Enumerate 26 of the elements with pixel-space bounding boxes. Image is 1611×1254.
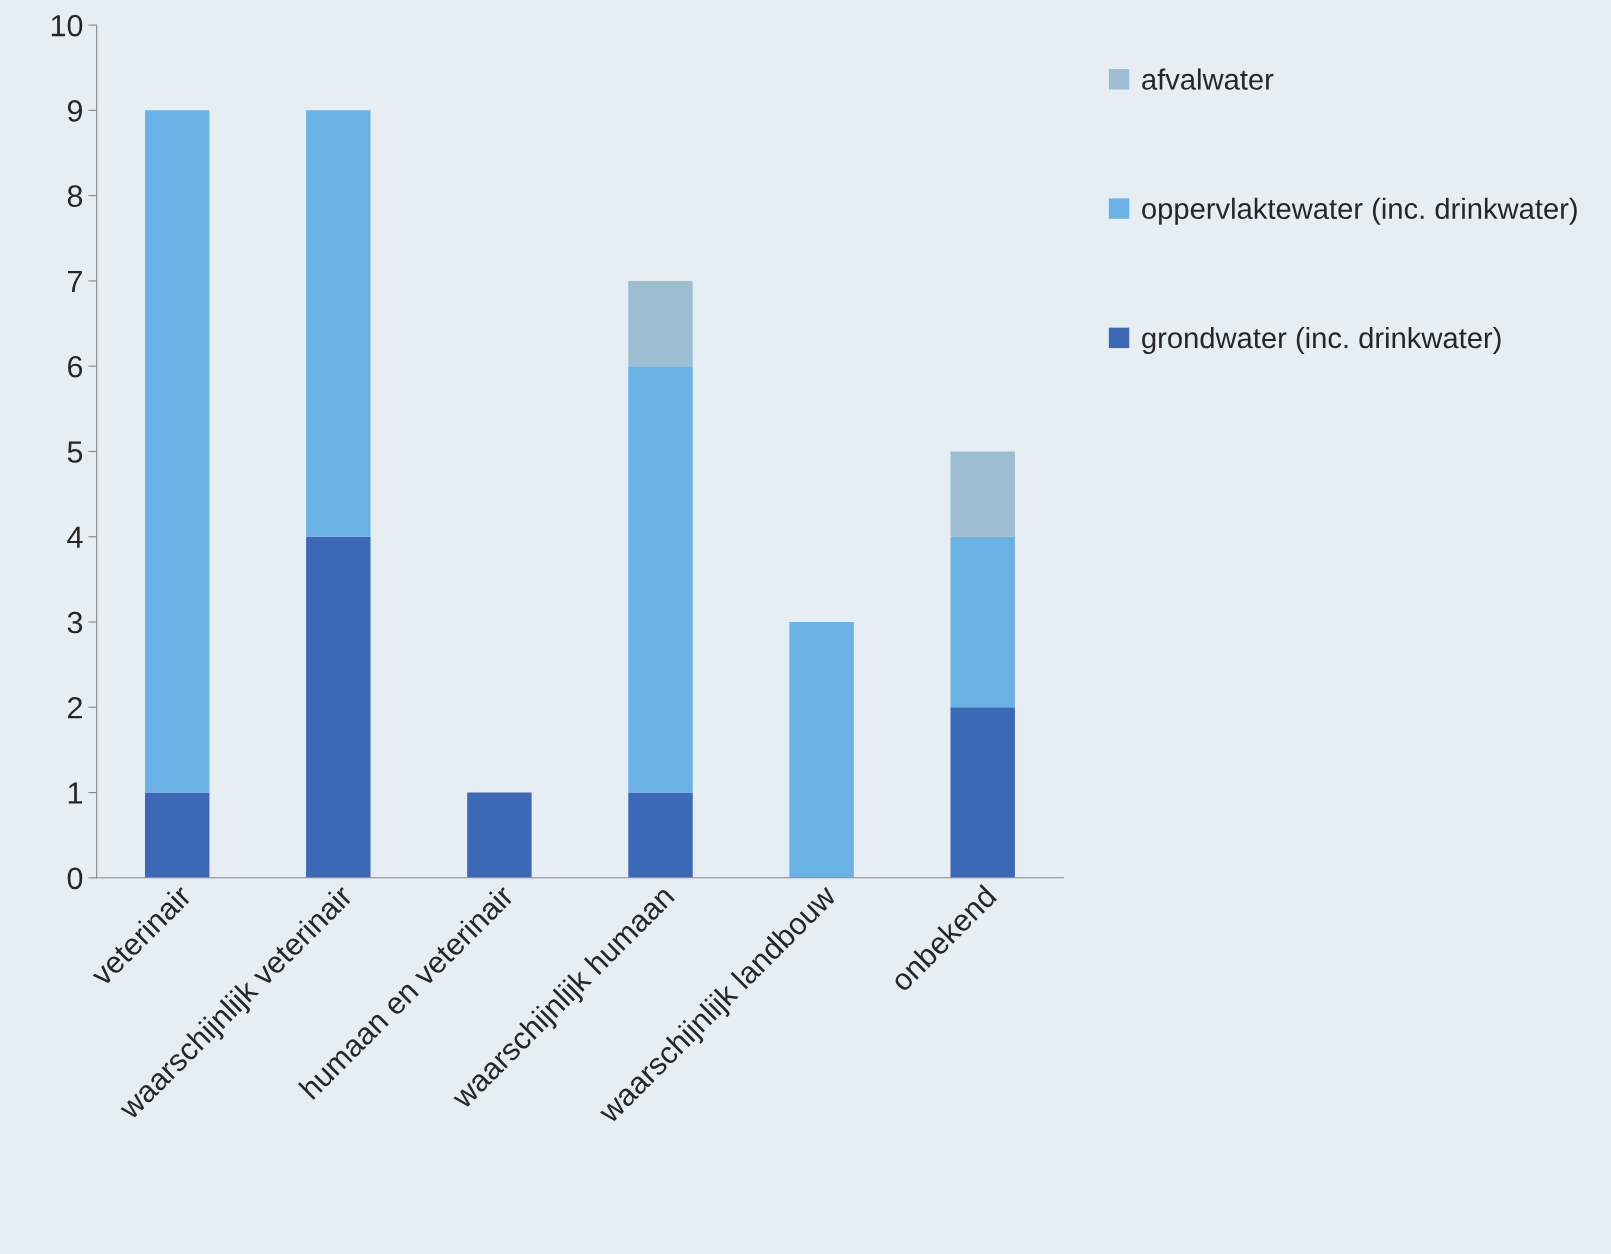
y-tick-label: 5 <box>67 441 83 463</box>
bar <box>467 792 532 878</box>
y-tick-label: 9 <box>67 100 83 122</box>
bar <box>628 792 693 878</box>
bar <box>628 366 693 793</box>
y-tick-label: 8 <box>67 185 83 207</box>
y-tick-label: 6 <box>68 355 83 378</box>
y-tick-label: 10 <box>51 14 83 37</box>
y-tick-label: 2 <box>68 696 82 719</box>
legend-label: oppervlaktewater (inc. drinkwater) <box>1142 197 1577 225</box>
y-tick-label: 4 <box>67 526 83 548</box>
y-tick-label: 1 <box>68 782 82 804</box>
bar <box>144 792 210 878</box>
bar <box>950 451 1015 537</box>
bar <box>306 110 371 537</box>
y-tick-label: 0 <box>67 867 83 890</box>
bar <box>628 280 693 367</box>
bar <box>789 621 854 878</box>
y-tick-label: 3 <box>67 611 83 634</box>
bar <box>306 536 371 878</box>
bar <box>144 110 210 793</box>
bar <box>950 707 1015 878</box>
legend-label: afvalwater <box>1142 68 1274 90</box>
y-tick-label: 7 <box>68 270 82 292</box>
legend-label: grondwater (inc. drinkwater) <box>1142 326 1501 355</box>
bar <box>950 536 1015 708</box>
